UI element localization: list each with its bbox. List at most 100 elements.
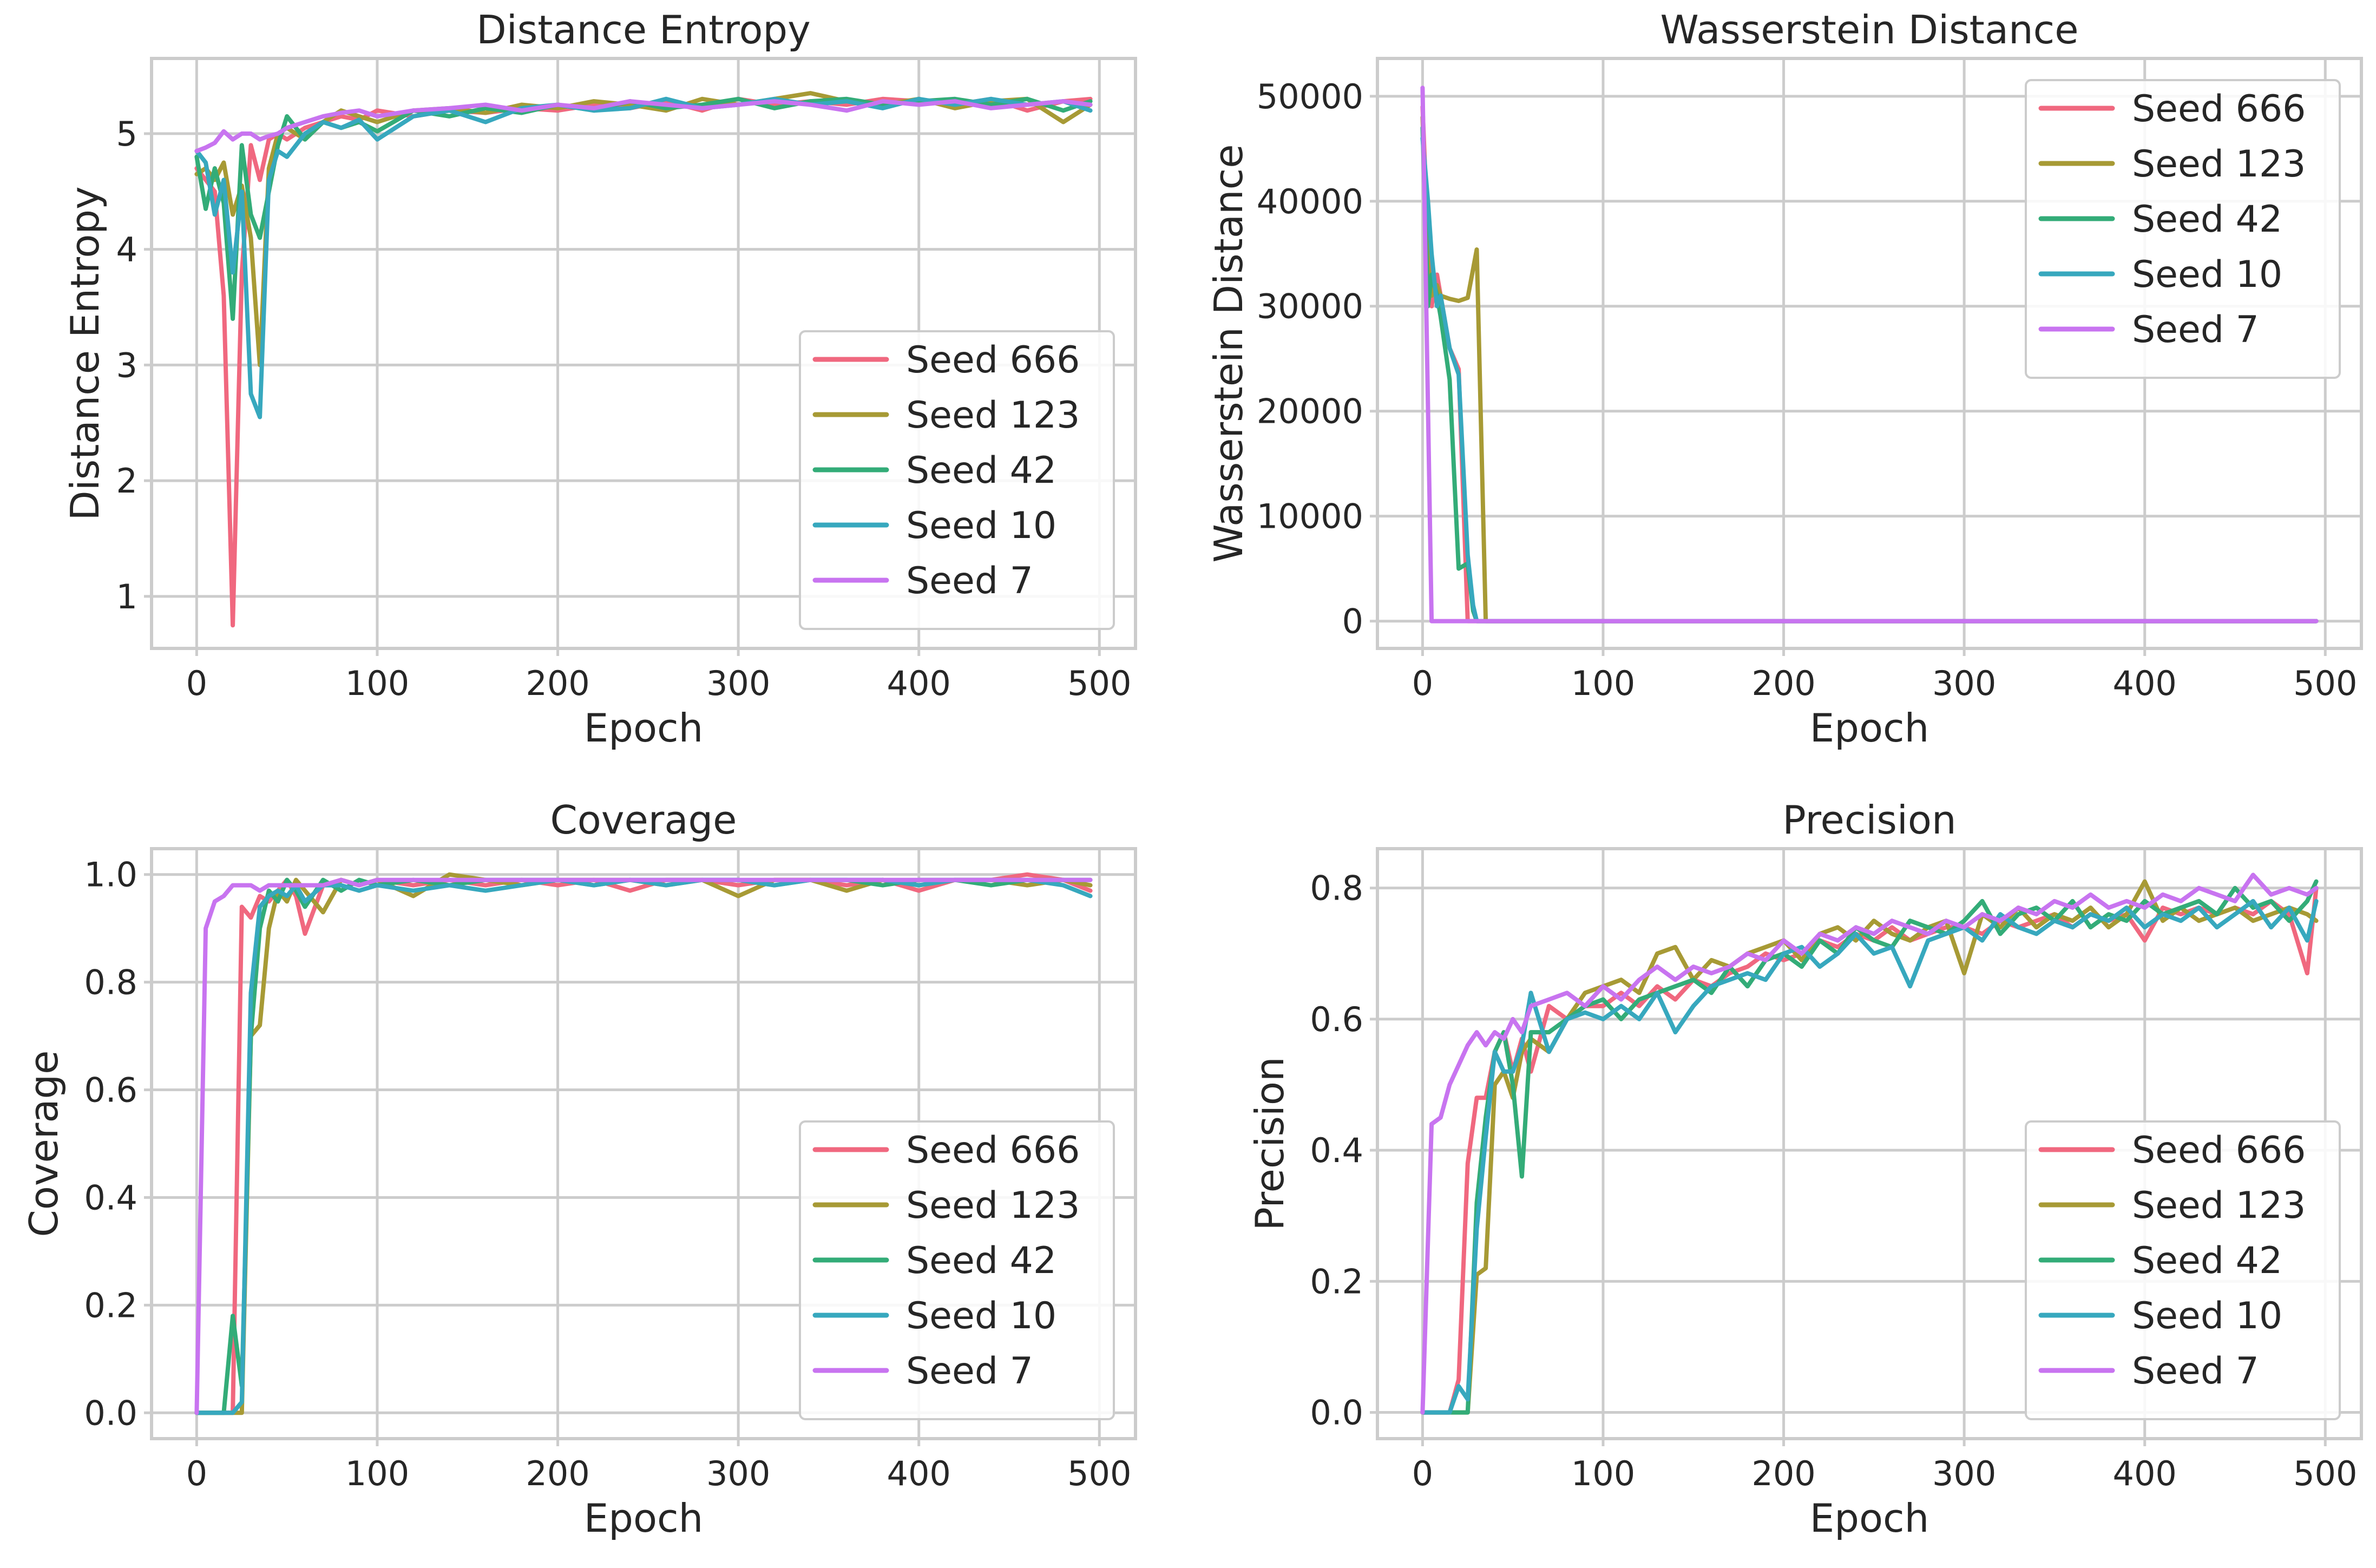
plot-frame (1376, 57, 2363, 650)
y-tick-label: 20000 (1257, 392, 1363, 431)
chart-panel-4: 0 100 200 300 400 500 0.0 0.2 0.4 0.6 0.8 Precision… (1247, 797, 2363, 1541)
y-tick-label: 0.8 (84, 963, 137, 1002)
chart-title: Precision (1782, 797, 1956, 843)
y-tick-label: 0.6 (1310, 1000, 1363, 1039)
x-tick-label: 400 (887, 664, 951, 703)
legend-label: Seed 7 (906, 1350, 1033, 1393)
series-line-seed-7 (1420, 86, 2319, 624)
series-line-seed-7 (194, 99, 1093, 153)
legend: Seed 666 Seed 123 Seed 42 Seed 10 Seed 7 (2025, 1120, 2341, 1420)
legend-label: Seed 7 (2132, 309, 2259, 351)
x-axis-label: Epoch (584, 705, 703, 751)
y-axis-label: Wasserstein Distance (1206, 144, 1251, 562)
x-tick-label: 300 (1932, 664, 1996, 703)
x-tick-label: 400 (2113, 1454, 2177, 1493)
legend-label: Seed 123 (906, 394, 1080, 437)
y-tick-label: 1.0 (84, 855, 137, 895)
legend-label: Seed 123 (906, 1184, 1080, 1227)
legend-label: Seed 7 (906, 560, 1033, 602)
x-tick-label: 100 (1571, 1454, 1635, 1493)
x-axis-label: Epoch (584, 1495, 703, 1541)
x-tick-label: 200 (526, 664, 589, 703)
plot-frame (150, 57, 1137, 650)
y-tick-label: 2 (116, 461, 137, 501)
legend-label: Seed 42 (906, 449, 1056, 492)
y-tick-label: 3 (116, 345, 137, 385)
x-tick-label: 300 (706, 664, 770, 703)
y-tick-label: 0.6 (84, 1071, 137, 1110)
legend-box (2025, 1120, 2341, 1420)
legend-box (799, 1120, 1115, 1420)
legend-label: Seed 42 (906, 1239, 1056, 1282)
y-axis-label: Coverage (21, 1051, 67, 1237)
series-line-seed-42 (1420, 879, 2319, 1415)
y-tick-label: 0 (1342, 602, 1363, 641)
x-tick-label: 500 (1067, 1454, 1131, 1493)
chart-title: Wasserstein Distance (1660, 7, 2078, 53)
y-axis-label: Precision (1247, 1057, 1292, 1230)
y-tick-label: 50000 (1257, 77, 1363, 116)
series-line-seed-7 (194, 877, 1093, 1415)
legend: Seed 666 Seed 123 Seed 42 Seed 10 Seed 7 (799, 1120, 1115, 1420)
y-tick-label: 5 (116, 114, 137, 154)
x-tick-label: 0 (1412, 664, 1433, 703)
y-tick-label: 10000 (1257, 497, 1363, 536)
series-line-seed-7 (1420, 872, 2319, 1415)
x-tick-label: 300 (706, 1454, 770, 1493)
chart-panel-2: 0 100 200 300 400 500 0 10000 20000 30000 40000 500… (1206, 7, 2363, 751)
legend-label: Seed 10 (2132, 253, 2282, 296)
y-tick-label: 0.0 (84, 1393, 137, 1433)
legend-label: Seed 666 (906, 339, 1080, 382)
legend-label: Seed 10 (906, 504, 1056, 547)
y-tick-label: 0.2 (84, 1285, 137, 1325)
y-tick-label: 0.4 (1310, 1131, 1363, 1170)
x-tick-label: 100 (345, 1454, 409, 1493)
x-tick-label: 400 (2113, 664, 2177, 703)
legend: Seed 666 Seed 123 Seed 42 Seed 10 Seed 7 (2025, 79, 2341, 379)
legend-label: Seed 666 (906, 1129, 1080, 1172)
x-tick-label: 0 (186, 1454, 207, 1493)
x-tick-label: 200 (526, 1454, 589, 1493)
legend-box (2025, 79, 2341, 379)
x-tick-label: 100 (345, 664, 409, 703)
x-tick-label: 500 (2293, 1454, 2357, 1493)
legend-label: Seed 666 (2132, 1129, 2306, 1172)
y-tick-label: 30000 (1257, 287, 1363, 326)
plot-frame (150, 847, 1137, 1440)
legend-label: Seed 10 (906, 1295, 1056, 1337)
series-line-seed-42 (194, 96, 1093, 321)
chart-panel-3: 0 100 200 300 400 500 0.0 0.2 0.4 0.6 0.8 1.0 Covera… (21, 797, 1137, 1541)
x-tick-label: 0 (1412, 1454, 1433, 1493)
y-tick-label: 0.8 (1310, 869, 1363, 908)
plot-frame (1376, 847, 2363, 1440)
series-line-seed-10 (194, 96, 1093, 419)
y-tick-label: 40000 (1257, 182, 1363, 221)
legend-label: Seed 7 (2132, 1350, 2259, 1393)
x-tick-label: 400 (887, 1454, 951, 1493)
legend: Seed 666 Seed 123 Seed 42 Seed 10 Seed 7 (799, 330, 1115, 630)
x-tick-label: 500 (1067, 664, 1131, 703)
legend-label: Seed 123 (2132, 1184, 2306, 1227)
x-tick-label: 100 (1571, 664, 1635, 703)
y-tick-label: 0.4 (84, 1178, 137, 1217)
legend-label: Seed 10 (2132, 1295, 2282, 1337)
series-line-seed-10 (1420, 898, 2319, 1415)
x-tick-label: 200 (1751, 1454, 1815, 1493)
y-axis-label: Distance Entropy (62, 186, 108, 520)
x-axis-label: Epoch (1810, 1495, 1929, 1541)
x-tick-label: 300 (1932, 1454, 1996, 1493)
y-tick-label: 0.0 (1310, 1393, 1363, 1433)
x-axis-label: Epoch (1810, 705, 1929, 751)
chart-title: Distance Entropy (476, 7, 810, 53)
legend-box (799, 330, 1115, 630)
legend-label: Seed 42 (2132, 1239, 2282, 1282)
x-tick-label: 0 (186, 664, 207, 703)
y-tick-label: 4 (116, 230, 137, 270)
y-tick-label: 1 (116, 577, 137, 616)
legend-label: Seed 123 (2132, 143, 2306, 186)
legend-label: Seed 666 (2132, 88, 2306, 130)
legend-label: Seed 42 (2132, 198, 2282, 241)
chart-title: Coverage (550, 797, 737, 843)
